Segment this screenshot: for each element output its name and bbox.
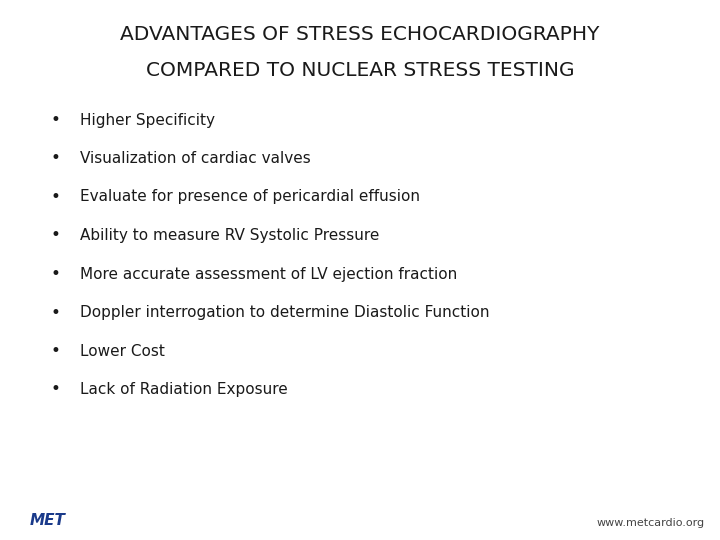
Text: •: • [50, 303, 60, 321]
Text: Ability to measure RV Systolic Pressure: Ability to measure RV Systolic Pressure [80, 228, 379, 243]
Text: •: • [50, 381, 60, 399]
Text: •: • [50, 188, 60, 206]
Text: •: • [50, 111, 60, 129]
Text: •: • [50, 342, 60, 360]
Text: COMPARED TO NUCLEAR STRESS TESTING: COMPARED TO NUCLEAR STRESS TESTING [145, 60, 575, 79]
Text: Visualization of cardiac valves: Visualization of cardiac valves [80, 151, 311, 166]
Text: •: • [50, 265, 60, 283]
Text: •: • [50, 150, 60, 167]
Text: ADVANTAGES OF STRESS ECHOCARDIOGRAPHY: ADVANTAGES OF STRESS ECHOCARDIOGRAPHY [120, 25, 600, 44]
Text: Higher Specificity: Higher Specificity [80, 112, 215, 127]
Text: MET: MET [30, 513, 66, 528]
Text: Doppler interrogation to determine Diastolic Function: Doppler interrogation to determine Diast… [80, 305, 490, 320]
Text: Lack of Radiation Exposure: Lack of Radiation Exposure [80, 382, 288, 397]
Text: Evaluate for presence of pericardial effusion: Evaluate for presence of pericardial eff… [80, 190, 420, 205]
Text: •: • [50, 226, 60, 245]
Text: More accurate assessment of LV ejection fraction: More accurate assessment of LV ejection … [80, 267, 457, 281]
Text: www.metcardio.org: www.metcardio.org [597, 518, 705, 528]
Text: Lower Cost: Lower Cost [80, 343, 165, 359]
